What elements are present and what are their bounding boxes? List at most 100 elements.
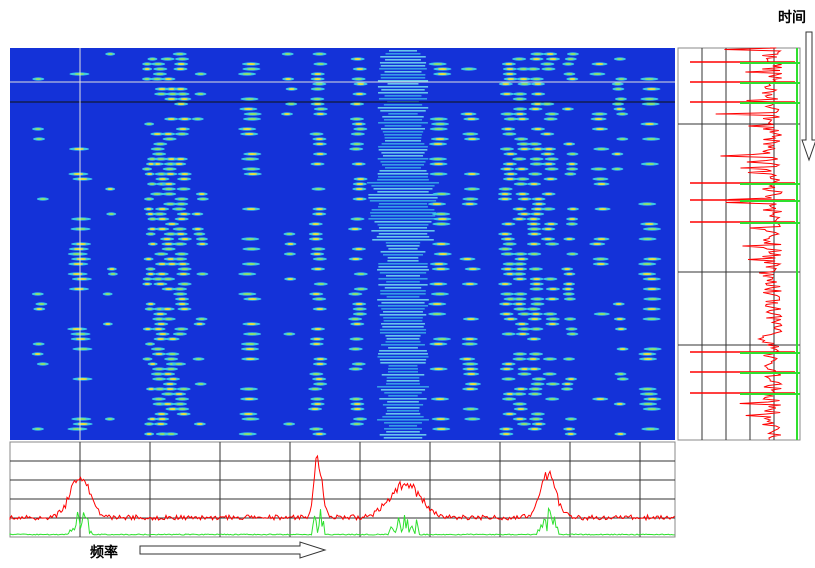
signal-core xyxy=(643,203,652,205)
signal-core xyxy=(644,358,653,360)
signal-core xyxy=(533,353,540,355)
band-line xyxy=(388,395,417,397)
signal-core xyxy=(353,118,360,120)
signal-core xyxy=(314,78,321,80)
signal-core xyxy=(506,243,513,245)
signal-core xyxy=(545,193,552,195)
signal-core xyxy=(535,423,542,425)
signal-core xyxy=(545,238,552,240)
signal-core xyxy=(248,298,257,300)
signal-core xyxy=(531,368,538,370)
signal-core xyxy=(165,288,172,290)
signal-core xyxy=(534,383,541,385)
signal-core xyxy=(593,73,601,75)
signal-core xyxy=(531,228,538,230)
signal-core xyxy=(35,293,41,295)
band-line xyxy=(387,296,420,298)
signal-core xyxy=(593,243,601,245)
signal-core xyxy=(167,233,174,235)
signal-core xyxy=(516,273,523,275)
signal-core xyxy=(535,203,542,205)
signal-core xyxy=(35,353,41,355)
signal-core xyxy=(200,198,206,200)
band-line xyxy=(384,428,422,430)
spectrum-display: 时间 频率 xyxy=(0,0,815,564)
signal-core xyxy=(466,133,474,135)
signal-core xyxy=(516,158,523,160)
signal-core xyxy=(533,58,540,60)
signal-core xyxy=(352,258,359,260)
signal-core xyxy=(548,113,555,115)
signal-core xyxy=(312,238,319,240)
signal-core xyxy=(357,128,364,130)
signal-core xyxy=(74,73,84,75)
band-line xyxy=(381,251,426,253)
band-line xyxy=(382,416,423,418)
band-line xyxy=(388,83,419,85)
signal-core xyxy=(164,308,171,310)
signal-core xyxy=(519,178,526,180)
signal-core xyxy=(533,418,540,420)
band-line xyxy=(381,89,424,91)
signal-core xyxy=(148,343,153,345)
band-line xyxy=(380,434,427,436)
band-line xyxy=(389,50,417,52)
band-line xyxy=(378,80,428,82)
signal-core xyxy=(566,143,572,145)
signal-core xyxy=(434,368,443,370)
signal-core xyxy=(534,208,541,210)
signal-core xyxy=(546,148,553,150)
signal-core xyxy=(598,313,606,315)
signal-core xyxy=(534,103,541,105)
signal-core xyxy=(469,383,477,385)
signal-core xyxy=(77,178,87,180)
signal-core xyxy=(246,358,255,360)
signal-core xyxy=(516,98,523,100)
band-line xyxy=(384,392,422,394)
signal-core xyxy=(146,258,151,260)
band-line xyxy=(378,305,428,307)
signal-core xyxy=(535,93,542,95)
signal-core xyxy=(565,288,571,290)
signal-core xyxy=(354,133,361,135)
signal-core xyxy=(502,193,509,195)
signal-core xyxy=(567,318,573,320)
signal-core xyxy=(544,103,551,105)
band-line xyxy=(381,74,426,76)
signal-core xyxy=(434,143,443,145)
band-line xyxy=(387,380,420,382)
signal-core xyxy=(246,418,255,420)
signal-core xyxy=(437,223,446,225)
signal-core xyxy=(145,168,150,170)
signal-core xyxy=(109,268,114,270)
signal-core xyxy=(533,328,540,330)
signal-core xyxy=(569,253,575,255)
signal-core xyxy=(644,403,653,405)
signal-core xyxy=(505,223,512,225)
signal-core xyxy=(434,128,443,130)
signal-core xyxy=(354,218,361,220)
signal-core xyxy=(503,433,510,435)
signal-core xyxy=(181,308,188,310)
signal-core xyxy=(288,103,294,105)
signal-core xyxy=(287,278,293,280)
signal-core xyxy=(35,78,41,80)
band-line xyxy=(375,221,432,223)
signal-core xyxy=(530,243,537,245)
signal-core xyxy=(169,338,176,340)
signal-core xyxy=(534,83,541,85)
signal-core xyxy=(352,293,359,295)
band-line xyxy=(388,113,417,115)
signal-core xyxy=(438,253,447,255)
band-line xyxy=(384,119,422,121)
signal-core xyxy=(549,323,556,325)
signal-core xyxy=(569,78,575,80)
signal-core xyxy=(433,63,442,65)
signal-core xyxy=(314,98,321,100)
signal-core xyxy=(535,378,542,380)
signal-core xyxy=(504,168,511,170)
signal-core xyxy=(354,403,361,405)
signal-core xyxy=(521,373,528,375)
signal-core xyxy=(314,88,321,90)
band-line xyxy=(385,140,421,142)
